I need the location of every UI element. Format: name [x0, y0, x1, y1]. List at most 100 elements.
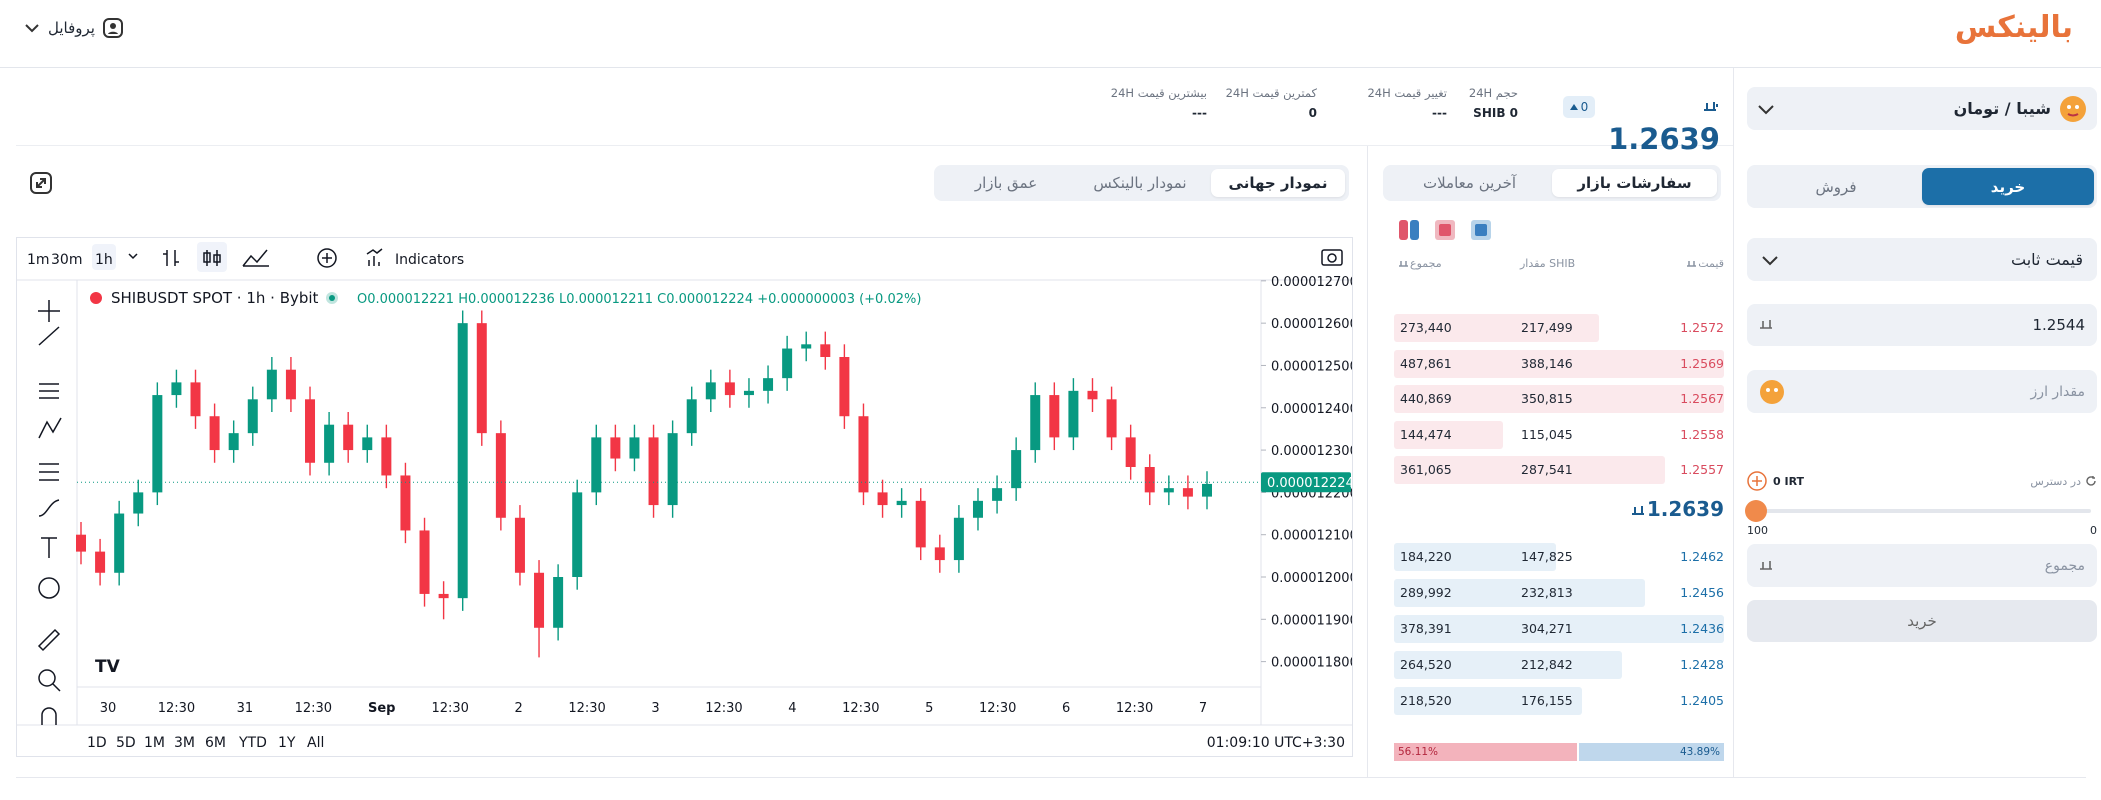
tab[interactable]: آخرین معاملات: [1422, 174, 1517, 192]
total: 218,520: [1400, 693, 1452, 708]
header-text: مجموع: [1410, 257, 1442, 270]
amount: 212,842: [1521, 657, 1573, 672]
book-row: 1.2569 388,146 487,861: [1394, 349, 1724, 378]
badge-text: 0: [1580, 100, 1589, 114]
range-button[interactable]: 1D: [87, 735, 107, 751]
candle-body: [896, 500, 907, 506]
toman-icon: [1760, 320, 1772, 329]
candle-body: [953, 517, 964, 561]
candle-body: [1144, 467, 1155, 493]
candle-body: [95, 551, 106, 573]
sell-tab[interactable]: فروش: [1815, 177, 1857, 196]
candle-body: [476, 323, 487, 434]
toolbar-icons[interactable]: [163, 242, 1343, 272]
book-row: 1.2462 147,825 184,220: [1394, 543, 1724, 571]
tab[interactable]: سفارشات بازار: [1552, 169, 1717, 197]
slider-max: 100: [1747, 524, 1768, 537]
shiba-icon: [1760, 379, 1784, 404]
range-button[interactable]: All: [307, 735, 324, 751]
candle-body: [572, 492, 583, 577]
slider-knob[interactable]: [1745, 500, 1767, 522]
book-row: 1.2436 304,271 378,391: [1394, 615, 1724, 643]
slider-track[interactable]: [1747, 509, 2091, 513]
candle-body: [534, 572, 545, 628]
chart-tabs: نمودار جهانی نمودار بالینکس عمق بازار: [934, 165, 1349, 201]
candle-body: [305, 399, 316, 463]
price-input[interactable]: 1.2544: [1747, 304, 2097, 346]
total-input[interactable]: مجموع: [1747, 544, 2097, 587]
stat: بیشترین قیمت 24H ---: [1111, 86, 1207, 120]
total: 440,869: [1400, 391, 1452, 406]
up-arrow: [1569, 104, 1578, 110]
profile-label[interactable]: پروفایل: [48, 19, 95, 37]
range-button[interactable]: 3M: [174, 735, 195, 751]
interval[interactable]: 30m: [51, 252, 82, 268]
chart-title: SHIBUSDT SPOT · 1h · Bybit: [111, 289, 319, 307]
price-value[interactable]: 1.2544: [2032, 316, 2086, 334]
deposit-button[interactable]: [1747, 471, 1767, 491]
view-buy[interactable]: [1470, 219, 1492, 241]
candle-body: [228, 433, 239, 451]
indicators-button[interactable]: Indicators: [395, 252, 464, 268]
range-button[interactable]: 1Y: [278, 735, 296, 751]
candle-body: [743, 390, 754, 396]
candle-body: [190, 382, 201, 417]
candle-body: [686, 399, 697, 434]
total-placeholder[interactable]: مجموع: [2044, 557, 2085, 574]
interval[interactable]: 1m: [27, 252, 50, 268]
candle-body: [877, 492, 888, 506]
candle-body: [285, 369, 296, 400]
x-tick-label: 12:30: [295, 701, 332, 716]
profile-menu[interactable]: پروفایل: [24, 18, 123, 38]
pair-select[interactable]: شیبا / تومان: [1747, 87, 2097, 130]
x-tick-label: 12:30: [431, 701, 468, 716]
range-button[interactable]: 6M: [205, 735, 226, 751]
candle-body: [839, 357, 850, 417]
amount: 176,155: [1521, 693, 1573, 708]
candle-body: [705, 382, 716, 400]
stat: کمترین قیمت 24H 0: [1226, 86, 1317, 120]
candle-body: [209, 416, 220, 451]
tab[interactable]: نمودار بالینکس: [1093, 174, 1187, 192]
header-amount: مقدار SHIB: [1520, 257, 1576, 270]
range-button[interactable]: 5D: [116, 735, 136, 751]
y-tick-label: 0.000011900: [1271, 613, 1353, 628]
tab[interactable]: نمودار جهانی: [1211, 169, 1345, 197]
candle-body: [1163, 488, 1174, 493]
order-type-select[interactable]: قیمت ثابت: [1747, 238, 2097, 281]
candle-body: [1030, 395, 1041, 451]
drawing-tools[interactable]: [37, 300, 62, 725]
ohlc-legend: O0.000012221 H0.000012236 L0.000012211 C…: [357, 292, 921, 307]
depth-bar: [1394, 349, 1724, 378]
candle-body: [381, 437, 392, 476]
price: 1.2557: [1680, 462, 1724, 477]
amount: 147,825: [1521, 549, 1573, 564]
interval[interactable]: 1h: [95, 252, 113, 268]
interval-chevron[interactable]: [128, 253, 138, 260]
view-sell[interactable]: [1434, 219, 1456, 241]
toman-icon: [1704, 102, 1718, 111]
pair-name[interactable]: شیبا / تومان: [1953, 99, 2051, 118]
book-row: 1.2557 287,541 361,065: [1394, 456, 1724, 484]
tab[interactable]: عمق بازار: [974, 174, 1038, 192]
header-total: مجموع: [1398, 257, 1442, 270]
expand-button[interactable]: [29, 171, 53, 199]
amount-placeholder[interactable]: مقدار ارز: [2030, 383, 2085, 400]
stat-label: حجم 24H: [1468, 86, 1518, 100]
x-tick-label: 12:30: [979, 701, 1016, 716]
logo[interactable]: بالینکس: [1955, 10, 2073, 45]
logo-text[interactable]: بالینکس: [1954, 10, 2073, 45]
range-button[interactable]: 1M: [144, 735, 165, 751]
amount-input[interactable]: مقدار ارز: [1747, 370, 2097, 413]
candle-body: [553, 577, 564, 628]
book-view-toggles[interactable]: [1398, 219, 1492, 241]
candle-body: [171, 382, 182, 396]
view-both[interactable]: [1398, 219, 1420, 241]
toman-icon: [1631, 505, 1644, 515]
range-button[interactable]: YTD: [238, 735, 267, 751]
clock: 01:09:10 UTC+3:30: [1207, 735, 1345, 751]
order-type[interactable]: قیمت ثابت: [2010, 250, 2083, 269]
price: 1.2569: [1680, 355, 1724, 371]
buy-tab[interactable]: خرید: [1922, 168, 2094, 205]
submit-button[interactable]: خرید: [1747, 600, 2097, 642]
